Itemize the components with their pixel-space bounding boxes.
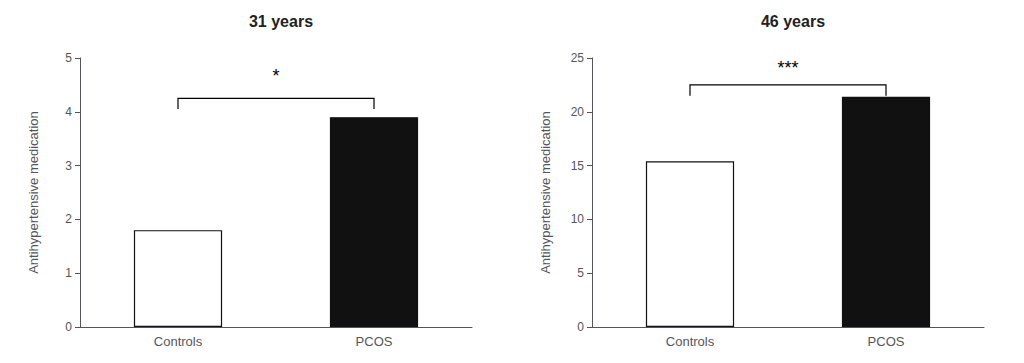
svg-text:Antihypertensive medication: Antihypertensive medication [538,111,553,274]
svg-text:Controls: Controls [154,334,203,349]
svg-text:PCOS: PCOS [868,334,905,349]
svg-text:20: 20 [571,105,585,119]
svg-text:25: 25 [571,51,585,65]
svg-text:5: 5 [65,51,72,65]
svg-text:3: 3 [65,159,72,173]
svg-text:*: * [272,66,279,86]
svg-text:15: 15 [571,159,585,173]
svg-text:31 years: 31 years [249,13,313,30]
svg-text:0: 0 [577,320,584,334]
svg-text:2: 2 [65,212,72,226]
svg-text:Controls: Controls [666,334,715,349]
svg-text:***: *** [777,58,798,78]
svg-text:5: 5 [577,266,584,280]
svg-text:4: 4 [65,105,72,119]
svg-text:0: 0 [65,320,72,334]
svg-text:1: 1 [65,266,72,280]
svg-text:PCOS: PCOS [356,334,393,349]
svg-text:Antihypertensive medication: Antihypertensive medication [26,111,41,274]
svg-text:10: 10 [571,212,585,226]
svg-text:46 years: 46 years [761,13,825,30]
